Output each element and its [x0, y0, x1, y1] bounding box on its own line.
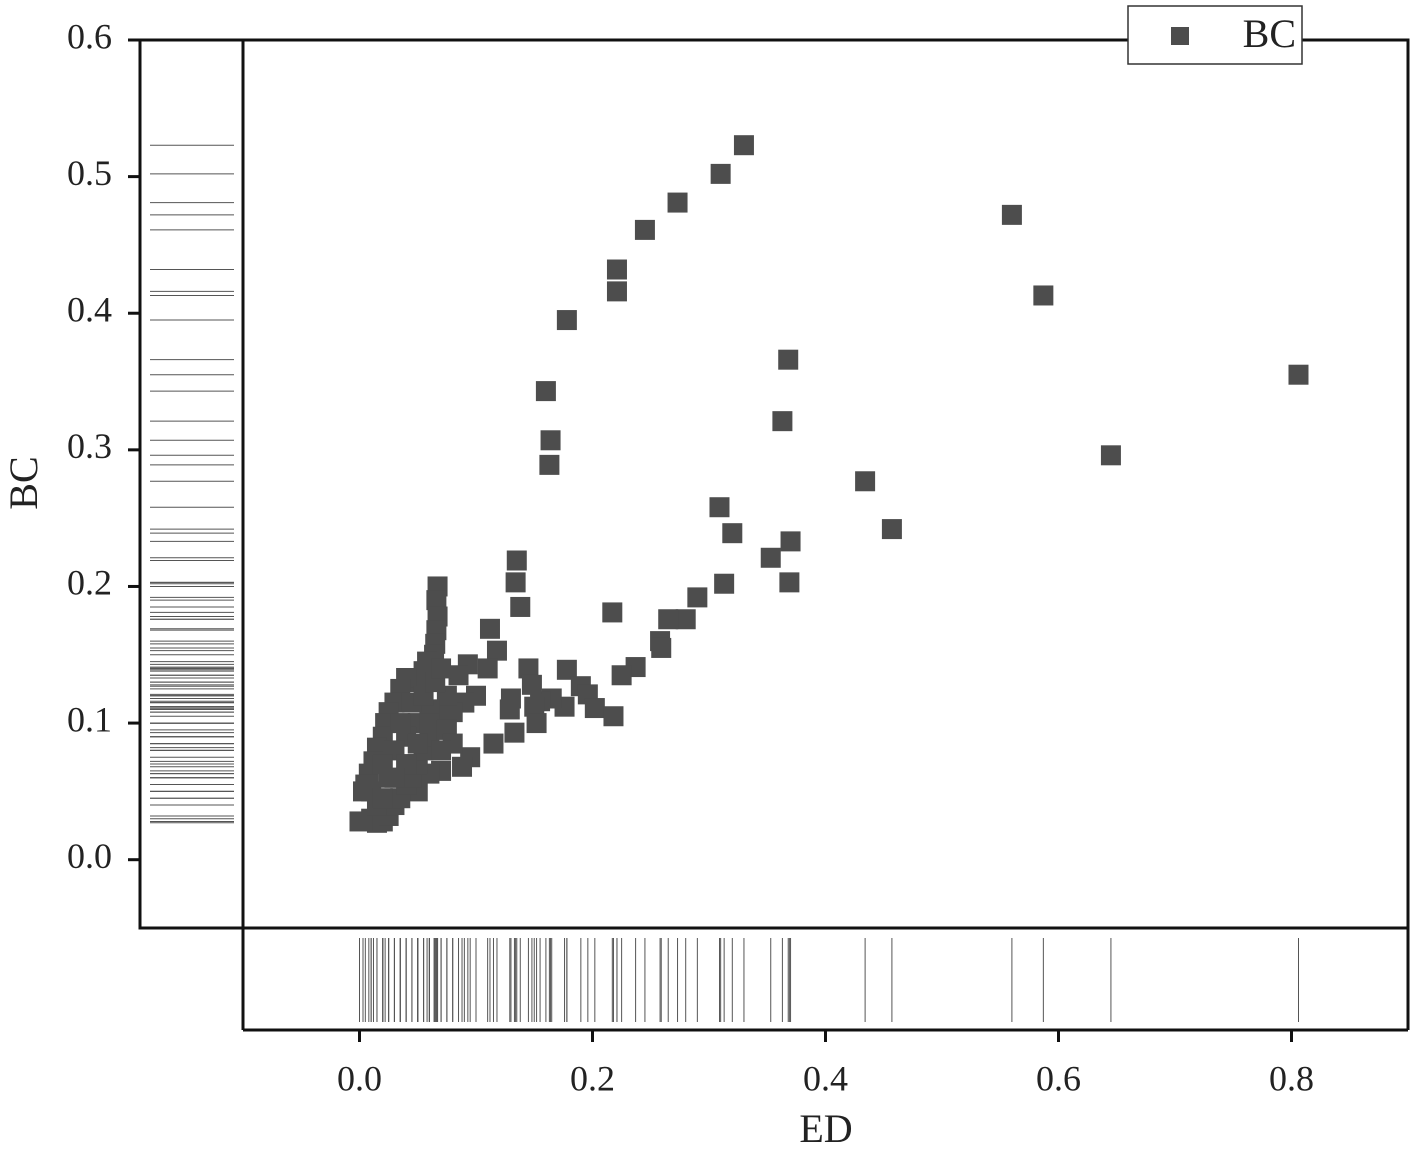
point — [479, 618, 500, 639]
point — [778, 349, 799, 370]
point — [384, 767, 405, 788]
y-tick-label: 0.5 — [67, 153, 112, 193]
point — [710, 163, 731, 184]
point — [722, 523, 743, 544]
point — [510, 596, 531, 617]
point — [709, 497, 730, 518]
x-tick-label: 0.4 — [803, 1058, 848, 1098]
point — [1100, 445, 1121, 466]
point — [390, 713, 411, 734]
x-tick-label: 0.8 — [1269, 1058, 1314, 1098]
point — [687, 587, 708, 608]
point — [714, 573, 735, 594]
point — [483, 733, 504, 754]
point — [855, 471, 876, 492]
point — [780, 531, 801, 552]
point — [1288, 364, 1309, 385]
point — [602, 602, 623, 623]
point — [606, 259, 627, 280]
point — [524, 696, 545, 717]
point — [772, 411, 793, 432]
point — [760, 547, 781, 568]
point — [431, 740, 452, 761]
x-tick-label: 0.2 — [570, 1058, 615, 1098]
point — [486, 640, 507, 661]
point — [1033, 285, 1054, 306]
y-tick-label: 0.6 — [67, 16, 112, 56]
point — [504, 722, 525, 743]
point — [733, 135, 754, 156]
point — [431, 658, 452, 679]
legend-box — [1127, 5, 1303, 65]
point — [419, 713, 440, 734]
point — [426, 590, 447, 611]
point — [556, 659, 577, 680]
point — [611, 665, 632, 686]
point — [372, 788, 393, 809]
point — [881, 519, 902, 540]
point — [651, 637, 672, 658]
x-axis-title: ED — [799, 1106, 852, 1151]
legend-marker — [1171, 27, 1189, 45]
point — [452, 756, 473, 777]
point — [675, 609, 696, 630]
y-tick-label: 0.2 — [67, 563, 112, 603]
point — [658, 609, 679, 630]
point — [584, 698, 605, 719]
y-tick-label: 0.1 — [67, 699, 112, 739]
point — [506, 550, 527, 571]
point — [556, 310, 577, 331]
point — [526, 713, 547, 734]
point — [407, 733, 428, 754]
point — [779, 572, 800, 593]
x-tick-label: 0.0 — [337, 1058, 382, 1098]
point — [539, 454, 560, 475]
point — [518, 658, 539, 679]
point — [606, 281, 627, 302]
plot-frame — [138, 38, 1410, 930]
y-tick-label: 0.3 — [67, 426, 112, 466]
x-tick-label: 0.6 — [1036, 1058, 1081, 1098]
point — [540, 430, 561, 451]
frame — [138, 38, 1410, 1032]
point — [667, 192, 688, 213]
point — [500, 688, 521, 709]
point — [505, 572, 526, 593]
y-tick-label: 0.0 — [67, 836, 112, 876]
y-tick-label: 0.4 — [67, 289, 112, 329]
point — [1001, 204, 1022, 225]
point — [603, 706, 624, 727]
y-axis-title: BC — [1, 456, 46, 509]
legend-label: BC — [1243, 11, 1296, 56]
point — [535, 381, 556, 402]
point — [634, 219, 655, 240]
point — [477, 658, 498, 679]
point — [448, 665, 469, 686]
point — [521, 674, 542, 695]
